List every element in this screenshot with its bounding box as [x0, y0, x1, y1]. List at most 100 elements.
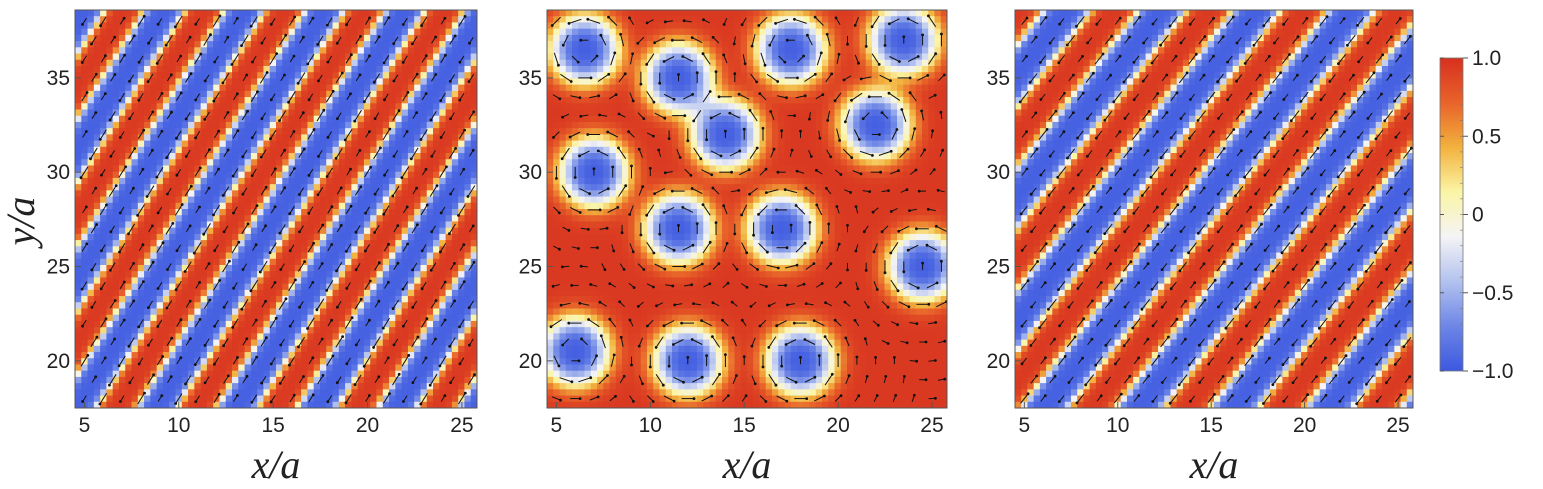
- spin-arrow-head: [336, 117, 339, 120]
- heatmap-cell: [100, 134, 108, 142]
- heatmap-cell: [288, 97, 296, 104]
- heatmap-cell: [100, 140, 108, 148]
- heatmap-cell: [200, 314, 208, 322]
- heatmap-cell: [407, 327, 415, 334]
- heatmap-cell: [376, 308, 384, 316]
- heatmap-cell: [125, 314, 133, 322]
- heatmap-cell: [156, 227, 164, 235]
- heatmap-cell: [420, 383, 428, 390]
- heatmap-cell: [370, 333, 378, 341]
- heatmap-cell: [464, 190, 472, 198]
- heatmap-cell: [433, 109, 440, 117]
- heatmap-cell: [395, 153, 403, 160]
- heatmap-cell: [458, 370, 466, 378]
- heatmap-cell: [75, 376, 82, 384]
- heatmap-cell: [338, 177, 346, 185]
- heatmap-cell: [169, 277, 177, 285]
- heatmap-cell: [439, 146, 447, 154]
- heatmap-cell: [470, 376, 477, 384]
- heatmap-cell: [470, 283, 477, 291]
- spin-arrow: [118, 166, 127, 178]
- heatmap-cell: [232, 308, 239, 316]
- heatmap-cell: [213, 296, 221, 303]
- heatmap-cell: [81, 327, 89, 334]
- spin-arrow-head: [99, 287, 103, 291]
- heatmap-cell: [156, 264, 164, 272]
- heatmap-cell: [175, 90, 183, 98]
- heatmap-cell: [250, 103, 258, 111]
- heatmap-cell: [238, 84, 246, 92]
- heatmap-cell: [225, 389, 233, 397]
- heatmap-cell: [87, 209, 95, 216]
- heatmap-cell: [118, 115, 126, 123]
- spin-arrow: [354, 299, 362, 310]
- heatmap-cell: [357, 16, 365, 24]
- heatmap-cell: [276, 339, 283, 347]
- heatmap-cell: [332, 72, 340, 80]
- heatmap-cell: [162, 140, 170, 148]
- heatmap-cell: [357, 41, 365, 48]
- heatmap-cell: [282, 159, 290, 167]
- heatmap-cell: [263, 97, 271, 104]
- heatmap-cell: [206, 221, 214, 229]
- heatmap-cell: [131, 78, 139, 86]
- heatmap-cell: [232, 171, 239, 179]
- heatmap-cell: [376, 277, 384, 285]
- heatmap-cell: [370, 159, 378, 167]
- heatmap-cell: [433, 289, 440, 297]
- heatmap-cell: [225, 103, 233, 111]
- heatmap-cell: [219, 302, 227, 310]
- heatmap-cell: [250, 352, 258, 359]
- spin-arrow: [90, 147, 98, 160]
- heatmap-cell: [326, 97, 334, 104]
- heatmap-cell: [181, 252, 189, 260]
- heatmap-cell: [382, 320, 390, 328]
- heatmap-cell: [357, 258, 365, 266]
- heatmap-cell: [181, 59, 189, 67]
- heatmap-cell: [458, 28, 466, 36]
- heatmap-cell: [257, 215, 265, 223]
- heatmap-cell: [125, 221, 133, 229]
- heatmap-cell: [125, 383, 133, 390]
- heatmap-cell: [219, 240, 227, 247]
- heatmap-cell: [426, 165, 434, 173]
- spin-arrow-head: [288, 363, 291, 367]
- heatmap-cell: [131, 296, 139, 303]
- spin-arrow-head: [103, 356, 107, 360]
- heatmap-cell: [156, 159, 164, 167]
- spin-arrow: [373, 336, 381, 348]
- heatmap-cell: [100, 264, 108, 272]
- heatmap-cell: [257, 41, 265, 48]
- heatmap-cell: [181, 383, 189, 390]
- heatmap-cell: [414, 215, 422, 223]
- spin-arrow-head: [132, 262, 136, 265]
- heatmap-cell: [370, 165, 378, 173]
- heatmap-cell: [414, 258, 422, 266]
- heatmap-cell: [238, 202, 246, 210]
- heatmap-cell: [433, 345, 440, 353]
- heatmap-cell: [401, 327, 409, 334]
- heatmap-cell: [269, 264, 277, 272]
- spin-arrow-head: [241, 192, 245, 196]
- heatmap-cell: [244, 258, 252, 266]
- spin-arrow-head: [132, 34, 136, 38]
- heatmap-cell: [351, 258, 359, 266]
- heatmap-cell: [81, 171, 89, 179]
- heatmap-cell: [389, 140, 396, 148]
- heatmap-cell: [470, 271, 477, 279]
- heatmap-cell: [351, 209, 359, 216]
- spin-arrow: [326, 167, 333, 177]
- heatmap-cell: [263, 202, 271, 210]
- heatmap-cell: [156, 389, 164, 397]
- spin-arrow-head: [373, 117, 377, 120]
- heatmap-cell: [433, 271, 440, 279]
- heatmap-cell: [420, 258, 428, 266]
- heatmap-cell: [458, 364, 466, 372]
- heatmap-cell: [332, 171, 340, 179]
- heatmap-cell: [288, 184, 296, 191]
- heatmap-cell: [118, 352, 126, 359]
- heatmap-cell: [433, 283, 440, 291]
- spin-arrow-head: [453, 262, 456, 265]
- heatmap-cell: [144, 289, 151, 297]
- heatmap-cell: [125, 10, 133, 17]
